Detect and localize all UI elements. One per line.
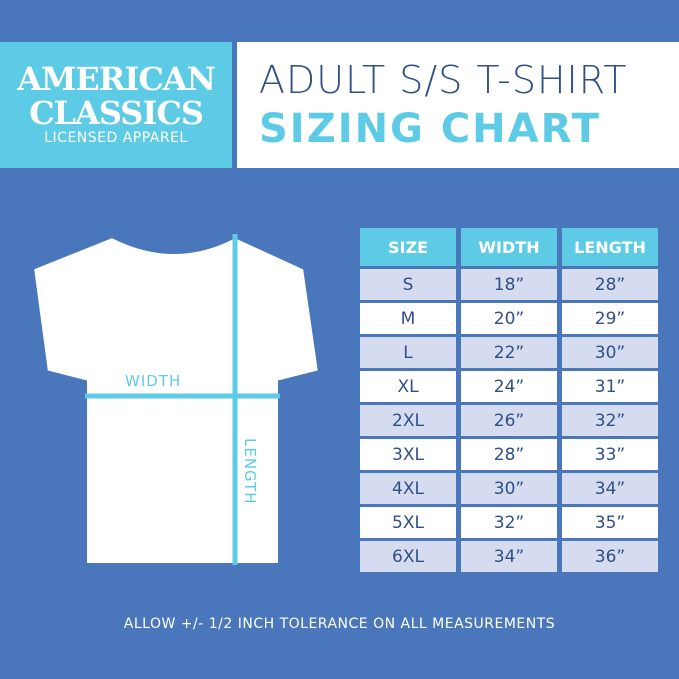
- length-cell: 36”: [562, 541, 658, 572]
- width-cell: 20”: [461, 303, 557, 334]
- size-cell: 6XL: [360, 541, 456, 572]
- size-cell: 5XL: [360, 507, 456, 538]
- title-box: ADULT S/S T-SHIRT SIZING CHART: [237, 42, 679, 168]
- length-cell: 34”: [562, 473, 658, 504]
- header-width: WIDTH: [461, 228, 557, 266]
- width-cell: 22”: [461, 337, 557, 368]
- table-row: M 20” 29”: [360, 303, 658, 334]
- size-cell: XL: [360, 371, 456, 402]
- page-subtitle: SIZING CHART: [259, 106, 601, 152]
- table-row: XL 24” 31”: [360, 371, 658, 402]
- size-cell: L: [360, 337, 456, 368]
- table-row: 4XL 30” 34”: [360, 473, 658, 504]
- length-cell: 35”: [562, 507, 658, 538]
- length-cell: 31”: [562, 371, 658, 402]
- length-label: LENGTH: [241, 438, 259, 505]
- table-row: 6XL 34” 36”: [360, 541, 658, 572]
- table-row: 5XL 32” 35”: [360, 507, 658, 538]
- table-row: L 22” 30”: [360, 337, 658, 368]
- width-label: WIDTH: [125, 372, 181, 390]
- length-cell: 30”: [562, 337, 658, 368]
- width-cell: 34”: [461, 541, 557, 572]
- width-cell: 30”: [461, 473, 557, 504]
- logo-line-1: AMERICAN: [17, 60, 216, 98]
- brand-logo: AMERICAN CLASSICS LICENSED APPAREL: [0, 42, 232, 168]
- length-cell: 29”: [562, 303, 658, 334]
- logo-line-2: CLASSICS: [29, 94, 204, 132]
- width-cell: 18”: [461, 269, 557, 300]
- table-row: 2XL 26” 32”: [360, 405, 658, 436]
- length-cell: 28”: [562, 269, 658, 300]
- width-cell: 24”: [461, 371, 557, 402]
- width-cell: 26”: [461, 405, 557, 436]
- size-cell: 3XL: [360, 439, 456, 470]
- logo-tagline: LICENSED APPAREL: [44, 130, 188, 146]
- length-cell: 32”: [562, 405, 658, 436]
- table-row: S 18” 28”: [360, 269, 658, 300]
- size-cell: S: [360, 269, 456, 300]
- header-length: LENGTH: [562, 228, 658, 266]
- width-cell: 28”: [461, 439, 557, 470]
- page-title: ADULT S/S T-SHIRT: [259, 58, 628, 102]
- size-cell: M: [360, 303, 456, 334]
- width-cell: 32”: [461, 507, 557, 538]
- length-cell: 33”: [562, 439, 658, 470]
- size-cell: 2XL: [360, 405, 456, 436]
- header-size: SIZE: [360, 228, 456, 266]
- size-cell: 4XL: [360, 473, 456, 504]
- table-row: 3XL 28” 33”: [360, 439, 658, 470]
- tshirt-shape: [29, 233, 323, 567]
- size-table: SIZE WIDTH LENGTH S 18” 28” M 20” 29” L 22” 30” X…: [355, 225, 663, 575]
- tolerance-note: ALLOW +/- 1/2 INCH TOLERANCE ON ALL MEAS…: [123, 616, 556, 632]
